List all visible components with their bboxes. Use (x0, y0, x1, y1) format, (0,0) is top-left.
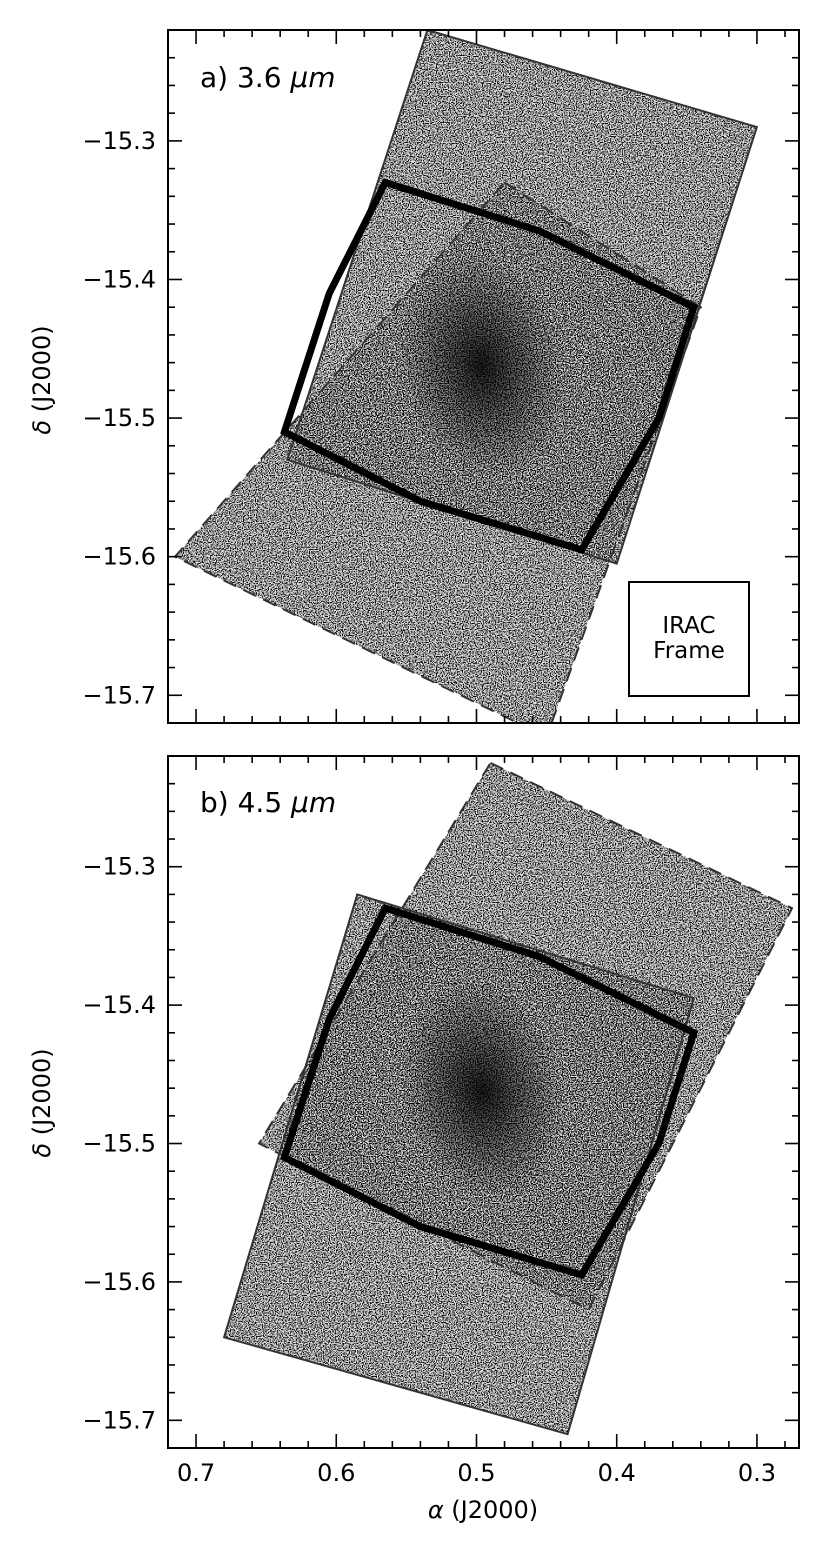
panel-b-label: b) 4.5 μm (200, 786, 336, 819)
panel-b-label-prefix: b) 4.5 (200, 786, 282, 819)
panel-b-xlabel: α (J2000) (428, 1496, 538, 1524)
y-tick-label: −15.4 (82, 265, 156, 293)
panel-b-label-unit: μm (290, 786, 336, 819)
x-tick-label: 0.5 (457, 1459, 495, 1487)
panel-b-xlabel-symbol: α (428, 1496, 444, 1524)
panel-a-axes-box (167, 29, 800, 724)
x-tick-label: 0.6 (317, 1459, 355, 1487)
y-tick-label: −15.7 (82, 681, 156, 709)
irac-frame-label-line2: Frame (653, 638, 725, 664)
panel-a-dashed-frame (173, 181, 703, 723)
panel-a-ticks: −15.3 −15.4 −15.5 −15.6 −15.7 (82, 29, 799, 724)
panel-b-ylabel-text: (J2000) (28, 1048, 56, 1135)
x-tick-label: 0.3 (738, 1459, 776, 1487)
panel-b: −15.3 −15.4 −15.5 −15.6 −15.7 0.7 0.6 0.5 0.4 0.3… (28, 755, 800, 1524)
panel-a-ylabel: δ (J2000) (28, 325, 56, 434)
panel-a-label: a) 3.6 μm (200, 61, 336, 94)
irac-frame-label-line1: IRAC (662, 613, 715, 639)
panel-b-axes-box (167, 755, 800, 1449)
panel-a-thick-outline (280, 178, 699, 554)
panel-a-image: IRAC Frame (173, 30, 759, 723)
panel-b-image (222, 761, 794, 1436)
panel-b-thick-outline (280, 903, 699, 1280)
panel-b-dashed-frame (257, 761, 794, 1311)
panel-b-ylabel: δ (J2000) (28, 1048, 56, 1157)
panel-b-ylabel-symbol: δ (28, 1143, 56, 1158)
panel-a-solid-frame (285, 30, 759, 565)
y-tick-label: −15.5 (82, 1130, 156, 1158)
panel-b-ticks: −15.3 −15.4 −15.5 −15.6 −15.7 0.7 0.6 0.5 0.4 0.3 (82, 755, 799, 1487)
panel-a-label-unit: μm (289, 61, 335, 94)
y-tick-label: −15.5 (82, 404, 156, 432)
panel-b-xlabel-text: (J2000) (451, 1496, 538, 1524)
panel-a-ylabel-text: (J2000) (28, 325, 56, 412)
x-tick-label: 0.7 (177, 1459, 215, 1487)
y-tick-label: −15.3 (82, 127, 156, 155)
y-tick-label: −15.7 (82, 1406, 156, 1434)
panel-a-label-prefix: a) 3.6 (200, 61, 282, 94)
y-tick-label: −15.3 (82, 853, 156, 881)
y-tick-label: −15.4 (82, 991, 156, 1019)
panel-a-galaxy-glow (398, 251, 566, 479)
irac-frame-box (628, 581, 750, 697)
panel-b-galaxy-glow (400, 980, 564, 1202)
panel-a: IRAC Frame −15.3 −15.4 −15.5 −15.6 −15.7 a) … (28, 29, 800, 724)
y-tick-label: −15.6 (82, 1268, 156, 1296)
x-tick-label: 0.4 (598, 1459, 636, 1487)
panel-b-solid-frame (222, 893, 696, 1436)
y-tick-label: −15.6 (82, 543, 156, 571)
panel-a-ylabel-symbol: δ (28, 420, 56, 435)
